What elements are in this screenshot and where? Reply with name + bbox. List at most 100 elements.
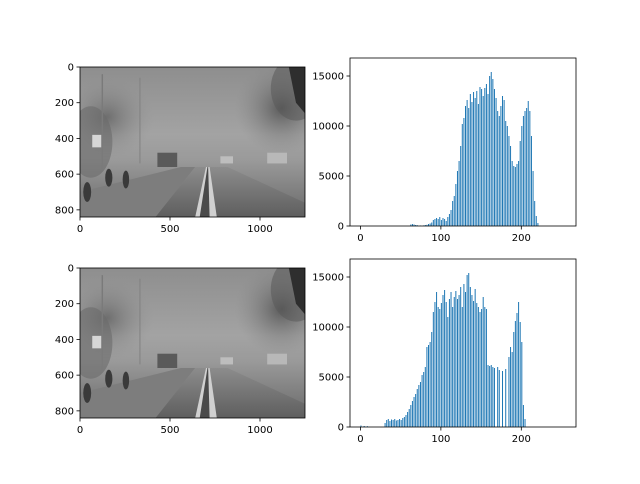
histogram-bar [455, 184, 457, 226]
histogram-bar [466, 275, 468, 427]
x-tick-label: 0 [77, 425, 83, 436]
histogram-bar [436, 292, 438, 427]
y-tick-label: 15000 [312, 273, 344, 284]
y-tick-label: 0 [68, 63, 74, 74]
histogram-bar [439, 217, 441, 226]
histogram-bar [419, 382, 421, 427]
histogram-bar [521, 342, 523, 427]
histogram-bar [461, 124, 463, 226]
y-tick-label: 0 [338, 222, 344, 233]
histogram-bar [410, 405, 412, 427]
x-tick-label: 1000 [247, 224, 272, 235]
histogram-bar [511, 352, 513, 427]
histogram-bar [519, 322, 521, 427]
histogram-bar [450, 210, 452, 226]
histogram-bar [526, 108, 528, 226]
histogram-bar [497, 111, 499, 226]
histogram-bar [465, 106, 467, 226]
histogram-bar [424, 225, 426, 226]
histogram-bar [453, 196, 455, 226]
enhanced-histogram: 0 100 200 0 5000 10000 15000 [312, 258, 577, 445]
histogram-bar [434, 302, 436, 427]
histogram-bar [456, 299, 458, 427]
histogram-bar [510, 347, 512, 427]
histogram-bar [442, 295, 444, 427]
histogram-bar [437, 219, 439, 226]
histogram-bar [429, 342, 431, 427]
histogram-bar [490, 365, 492, 427]
x-tick-label: 200 [512, 434, 531, 445]
histogram-bar [511, 161, 513, 226]
histogram-bar [440, 303, 442, 427]
histogram-bar [493, 368, 495, 427]
grayscale-road-photo [80, 268, 305, 418]
histogram-bar [360, 425, 362, 427]
histogram-bar [489, 76, 491, 226]
histogram-bar [524, 419, 526, 427]
y-tick-label: 5000 [319, 373, 344, 384]
histogram-bar [492, 79, 494, 226]
axes-frame [349, 258, 577, 428]
histogram-bar [413, 397, 415, 427]
histogram-bar [487, 365, 489, 427]
histogram-bar [431, 332, 433, 427]
histogram-bar [503, 100, 505, 226]
histogram-bar [384, 423, 386, 427]
histogram-bar [473, 301, 475, 427]
histogram-bar [500, 106, 502, 226]
histogram-bar [407, 412, 409, 427]
x-tick-label: 500 [160, 425, 179, 436]
axes-frame [79, 267, 306, 419]
histogram-bar [468, 273, 470, 427]
histogram-bar [437, 307, 439, 427]
histogram-bar [440, 220, 442, 226]
histogram-bar [363, 426, 365, 427]
histogram-bar [524, 111, 526, 226]
histogram-bar [474, 98, 476, 226]
histogram-bar [431, 222, 433, 226]
enhanced-foggy-road-image: 0 500 1000 0 200 400 600 800 [55, 264, 306, 436]
histogram-bar [469, 94, 471, 226]
histogram-bar [518, 161, 520, 226]
histogram-bar [489, 366, 491, 427]
histogram-bar [415, 394, 417, 427]
histogram-bar [468, 108, 470, 226]
histogram-bar [444, 290, 446, 427]
histogram-bar [391, 419, 393, 427]
histogram-bar [493, 89, 495, 226]
y-tick-label: 400 [55, 335, 74, 346]
histogram-bar [428, 224, 430, 226]
histogram-bar [469, 287, 471, 427]
histogram-bar [455, 291, 457, 427]
histogram-bar [463, 284, 465, 427]
histogram-bar [487, 94, 489, 226]
histogram-bar [492, 367, 494, 427]
histogram-bar [397, 420, 399, 427]
x-tick-label: 0 [357, 434, 363, 445]
histogram-bar [387, 419, 389, 427]
histogram-bar [400, 420, 402, 427]
histogram-bar [426, 224, 428, 226]
histogram-bar [482, 96, 484, 226]
histogram-bar [415, 225, 417, 226]
histogram-bar [447, 317, 449, 427]
histogram-bar [476, 91, 478, 226]
histogram-bar [532, 171, 534, 226]
histogram-bar [448, 214, 450, 226]
histogram-bar [458, 161, 460, 226]
histogram-bar [452, 307, 454, 427]
histogram-bar [502, 371, 504, 427]
histogram-bar [502, 96, 504, 226]
histogram-bar [521, 126, 523, 226]
histogram-bar [403, 417, 405, 427]
histogram-bar [445, 302, 447, 427]
histogram-bar [460, 287, 462, 427]
histogram-bar [453, 297, 455, 427]
original-foggy-road-image: 0 500 1000 0 200 400 600 800 [55, 63, 306, 235]
histogram-bar [429, 223, 431, 226]
y-tick-label: 200 [55, 299, 74, 310]
histogram-bar [508, 136, 510, 226]
histogram-bar [399, 419, 401, 427]
histogram-bar [505, 369, 507, 427]
